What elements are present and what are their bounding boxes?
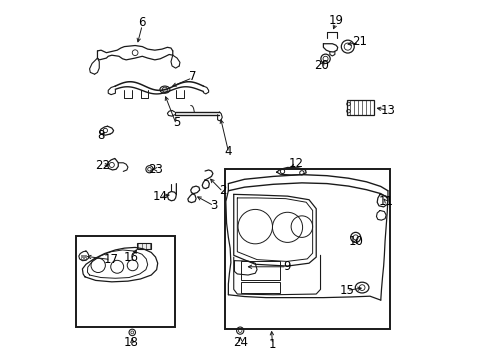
Text: 9: 9 [283, 260, 290, 273]
Text: 13: 13 [380, 104, 395, 117]
Ellipse shape [160, 86, 169, 93]
Bar [241, 282, 280, 293]
Text: 24: 24 [232, 336, 247, 348]
Bar [83, 257, 85, 259]
Bar [76, 235, 174, 327]
Text: 11: 11 [378, 195, 393, 208]
Bar [241, 261, 280, 280]
Bar [81, 257, 82, 259]
Text: 18: 18 [124, 336, 139, 348]
Text: 1: 1 [268, 338, 276, 351]
Text: 2: 2 [219, 184, 226, 197]
Text: 6: 6 [138, 16, 146, 29]
Text: 21: 21 [351, 35, 366, 49]
Text: 14: 14 [152, 190, 167, 203]
Text: 20: 20 [313, 59, 328, 72]
Text: 8: 8 [97, 129, 104, 142]
Text: 10: 10 [347, 235, 363, 248]
Bar [224, 169, 389, 329]
Text: 22: 22 [95, 159, 109, 172]
Bar [83, 255, 85, 256]
Bar [137, 243, 151, 249]
Bar [81, 255, 82, 256]
Text: 15: 15 [339, 284, 353, 297]
Text: 7: 7 [188, 69, 196, 82]
Text: 23: 23 [148, 163, 163, 176]
Text: 5: 5 [172, 116, 180, 129]
Text: 19: 19 [328, 14, 343, 27]
Bar [346, 100, 373, 115]
Text: 4: 4 [224, 145, 232, 158]
Text: 16: 16 [124, 251, 139, 264]
Text: 3: 3 [210, 199, 217, 212]
Text: 12: 12 [288, 157, 303, 170]
Text: 17: 17 [103, 253, 118, 266]
